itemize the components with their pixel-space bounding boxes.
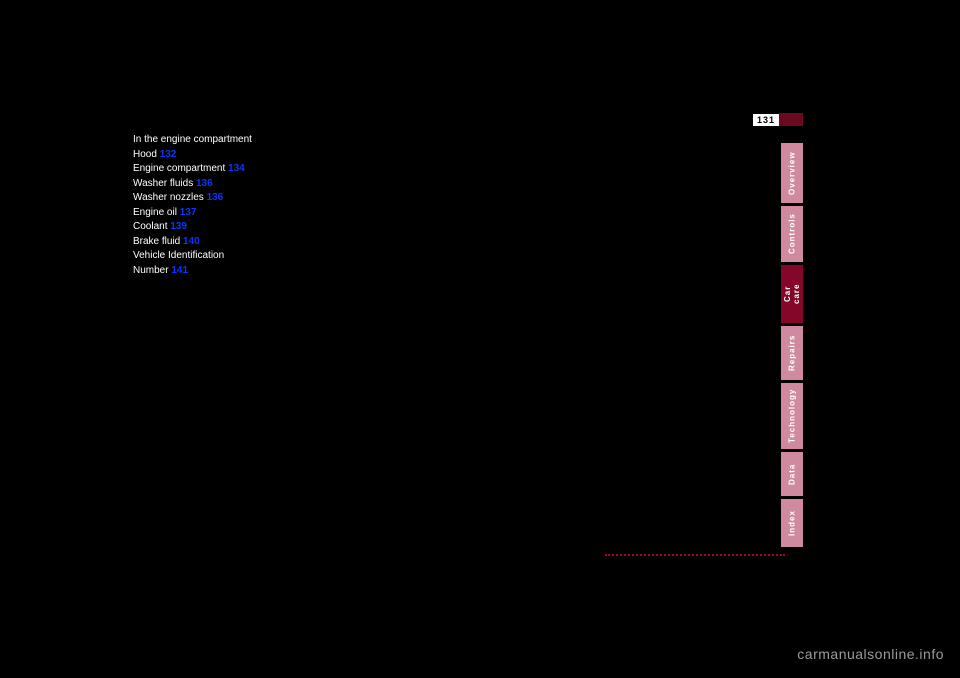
toc-content: In the engine compartmentHood 132Engine … (133, 133, 493, 278)
toc-line: In the engine compartment (133, 133, 493, 147)
page-ref-link[interactable]: 136 (207, 192, 224, 203)
toc-line: Vehicle Identification (133, 249, 493, 263)
toc-text: Engine compartment (133, 163, 225, 174)
footer-dotted-line (605, 554, 785, 556)
tab-data[interactable]: Data (781, 452, 803, 496)
watermark: carmanualsonline.info (797, 646, 944, 662)
toc-line: Coolant 139 (133, 220, 493, 234)
toc-text: Vehicle Identification (133, 250, 224, 261)
toc-line: Hood 132 (133, 148, 493, 162)
toc-text: Washer nozzles (133, 192, 204, 203)
page-ref-link[interactable]: 140 (183, 236, 200, 247)
page-ref-link[interactable]: 137 (180, 207, 197, 218)
toc-text: Number (133, 265, 169, 276)
page-ref-link[interactable]: 141 (171, 265, 188, 276)
page-number: 131 (753, 114, 779, 126)
toc-line: Number 141 (133, 264, 493, 278)
toc-line: Engine compartment 134 (133, 162, 493, 176)
toc-line: Washer fluids 136 (133, 177, 493, 191)
toc-line: Brake fluid 140 (133, 235, 493, 249)
tab-car-care[interactable]: Car care (781, 265, 803, 323)
toc-line: Washer nozzles 136 (133, 191, 493, 205)
toc-text: Hood (133, 149, 157, 160)
manual-page: 131 Overview Controls Car care Repairs T… (113, 113, 833, 568)
page-ref-link[interactable]: 139 (170, 221, 187, 232)
toc-line: Engine oil 137 (133, 206, 493, 220)
page-ref-link[interactable]: 136 (196, 178, 213, 189)
tab-index[interactable]: Index (781, 499, 803, 547)
toc-text: Coolant (133, 221, 167, 232)
toc-text: Brake fluid (133, 236, 180, 247)
toc-text: In the engine compartment (133, 134, 252, 145)
toc-text: Washer fluids (133, 178, 193, 189)
page-ref-link[interactable]: 132 (160, 149, 177, 160)
page-number-bar: 131 (753, 113, 803, 126)
tab-repairs[interactable]: Repairs (781, 326, 803, 380)
page-number-accent (779, 113, 803, 126)
page-ref-link[interactable]: 134 (228, 163, 245, 174)
toc-text: Engine oil (133, 207, 177, 218)
tab-technology[interactable]: Technology (781, 383, 803, 449)
side-tabs: Overview Controls Car care Repairs Techn… (781, 143, 803, 547)
tab-controls[interactable]: Controls (781, 206, 803, 262)
tab-overview[interactable]: Overview (781, 143, 803, 203)
